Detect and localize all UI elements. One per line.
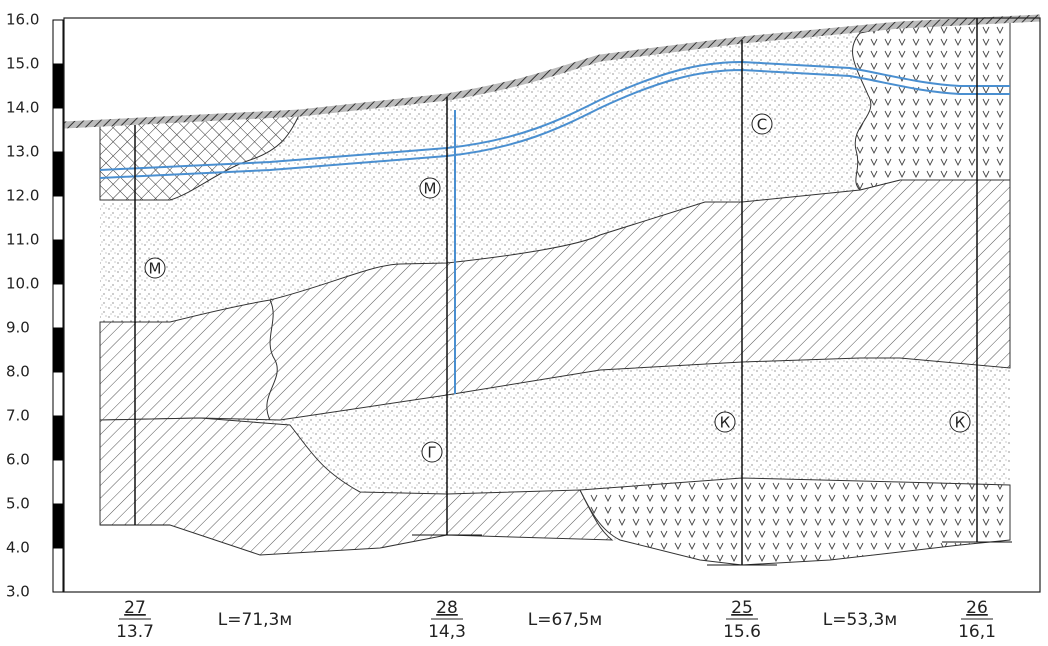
axis-label: 10.0: [6, 275, 39, 293]
scale-segment: [53, 20, 63, 64]
axis-label: 13.0: [6, 143, 39, 161]
scale-segment: [53, 416, 63, 460]
axis-label: 16.0: [6, 11, 39, 29]
axis-label: 15.0: [6, 55, 39, 73]
borehole-number: 25: [731, 598, 753, 618]
axis-label: 3.0: [6, 583, 30, 601]
borehole-elevation: 13.7: [116, 622, 154, 642]
borehole-elevation: 16,1: [958, 622, 996, 642]
scale-segment: [53, 372, 63, 416]
layers: [64, 18, 1040, 565]
vee-upper: [852, 21, 1010, 190]
borehole-number: 28: [436, 598, 458, 618]
layer-label: С: [757, 116, 767, 134]
distance: L=67,5м: [528, 610, 602, 630]
scale-segment: [53, 460, 63, 504]
scale-segment: [53, 64, 63, 108]
distance: L=53,3м: [823, 610, 897, 630]
vee-lower: [580, 478, 1010, 565]
borehole-elevation: 14,3: [428, 622, 466, 642]
borehole-number: 27: [124, 598, 146, 618]
axis-label: 9.0: [6, 319, 30, 337]
borehole-number: 26: [966, 598, 988, 618]
scale-segment: [53, 504, 63, 548]
geologic-section: 16.0 15.0 14.0 13.0 12.0 11.0 10.0 9.0 8.0 7.0 6.0…: [0, 0, 1048, 646]
scale-segment: [53, 196, 63, 240]
axis-label: 6.0: [6, 451, 30, 469]
layer-label: М: [424, 180, 437, 198]
scale-segment: [53, 108, 63, 152]
axis-label: 5.0: [6, 495, 30, 513]
axis-label: 4.0: [6, 539, 30, 557]
axis-label: 7.0: [6, 407, 30, 425]
borehole-elevation: 15.6: [723, 622, 761, 642]
layer-label: К: [955, 414, 966, 432]
layer-label: Г: [427, 444, 436, 462]
scale-segment: [53, 284, 63, 328]
axis-label: 8.0: [6, 363, 30, 381]
axis-label: 14.0: [6, 99, 39, 117]
distance: L=71,3м: [218, 610, 292, 630]
layer-label: М: [149, 260, 162, 278]
axis-label: 11.0: [6, 231, 39, 249]
scale-segment: [53, 152, 63, 196]
axis-label: 12.0: [6, 187, 39, 205]
scale-segment: [53, 240, 63, 284]
scale-segment: [53, 328, 63, 372]
layer-label: К: [720, 414, 731, 432]
scale-segment: [53, 548, 63, 592]
